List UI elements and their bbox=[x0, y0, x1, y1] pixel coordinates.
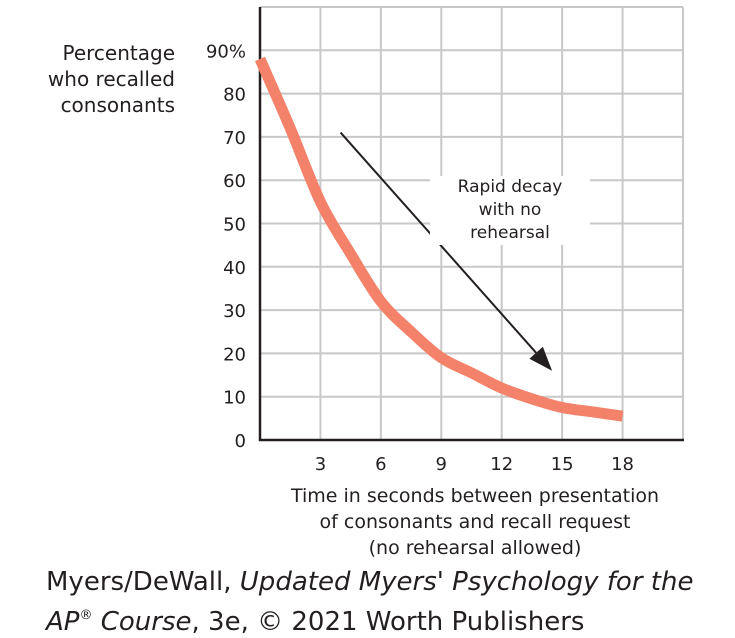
x-tick-label-18: 18 bbox=[611, 454, 634, 475]
x-tick-label-12: 12 bbox=[490, 454, 513, 475]
credit-course: Course bbox=[92, 607, 191, 637]
y-tick-label-50: 50 bbox=[223, 215, 246, 236]
y-tick-label-70: 70 bbox=[223, 128, 246, 149]
decay-annotation: Rapid decay with no rehearsal bbox=[430, 176, 590, 245]
annotation-line-2: with no bbox=[430, 199, 590, 222]
credit-publisher: , 3e, © 2021 Worth Publishers bbox=[192, 607, 585, 637]
x-tick-label-3: 3 bbox=[315, 454, 326, 475]
y-tick-label-90: 90% bbox=[206, 41, 246, 62]
annotation-line-3: rehearsal bbox=[430, 222, 590, 245]
y-tick-label-80: 80 bbox=[223, 85, 246, 106]
y-tick-label-30: 30 bbox=[223, 301, 246, 322]
registered-mark: ® bbox=[79, 608, 92, 623]
y-tick-label-40: 40 bbox=[223, 258, 246, 279]
y-tick-label-0: 0 bbox=[235, 431, 246, 452]
annotation-line-1: Rapid decay bbox=[430, 176, 590, 199]
y-axis-label-line-2: who recalled bbox=[48, 66, 175, 92]
y-tick-label-10: 10 bbox=[223, 388, 246, 409]
credit-line-1: Myers/DeWall, Updated Myers' Psychology … bbox=[46, 566, 693, 598]
credit-authors: Myers/DeWall, bbox=[46, 567, 240, 597]
y-axis-label-line-1: Percentage bbox=[62, 40, 175, 66]
credit-book-title: Updated Myers' Psychology for the bbox=[240, 567, 694, 597]
x-axis-label-line-1: Time in seconds between presentation bbox=[260, 483, 690, 509]
x-axis-label-line-2: of consonants and recall request bbox=[260, 509, 690, 535]
credit-line-2: AP® Course, 3e, © 2021 Worth Publishers bbox=[46, 600, 584, 638]
y-tick-label-20: 20 bbox=[223, 344, 246, 365]
x-axis-label-line-3: (no rehearsal allowed) bbox=[260, 535, 690, 561]
credit-ap: AP bbox=[46, 607, 79, 637]
x-tick-label-15: 15 bbox=[551, 454, 574, 475]
x-tick-label-6: 6 bbox=[375, 454, 386, 475]
annotation-arrow bbox=[341, 133, 552, 371]
y-tick-label-60: 60 bbox=[223, 171, 246, 192]
y-axis-label-line-3: consonants bbox=[61, 92, 175, 118]
x-tick-label-9: 9 bbox=[436, 454, 447, 475]
